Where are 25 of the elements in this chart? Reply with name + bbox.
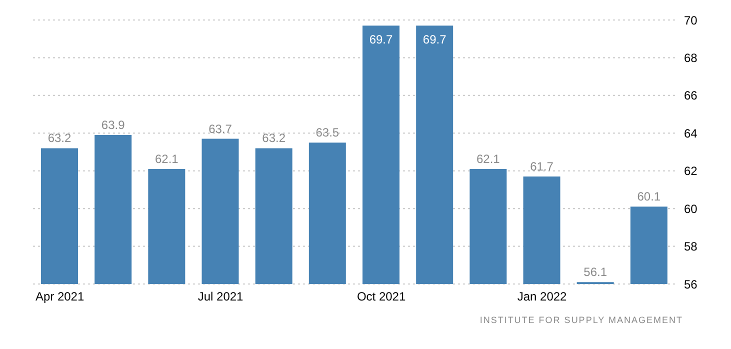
text: INSTITUTE FOR SUPPLY MANAGEMENT [480, 315, 683, 325]
data-label: 63.2 [48, 131, 72, 146]
x-tick-label: Jan 2022 [517, 290, 568, 304]
data-label: 63.9 [101, 118, 126, 132]
data-label: 60.1 [637, 190, 661, 204]
data-label: 56.1 [584, 265, 608, 280]
data-label: 63.2 [262, 131, 286, 146]
y-tick-label: 66 [684, 88, 698, 103]
data-label: 62.1 [154, 152, 179, 166]
y-tick-label: 70 [684, 13, 698, 28]
y-tick-label: 64 [684, 126, 698, 140]
x-tick-label: Oct 2021 [356, 290, 406, 304]
y-tick-label: 56 [684, 277, 698, 292]
y-tick-label: 68 [684, 50, 698, 65]
x-tick-label: Jul 2021 [198, 290, 244, 304]
data-label: 62.1 [476, 152, 500, 166]
data-label: 69.7 [369, 32, 393, 47]
y-tick-label: 58 [684, 240, 698, 254]
y-tick-label: 62 [684, 164, 698, 178]
data-label: 63.5 [316, 126, 340, 140]
y-tick-label: 60 [684, 202, 698, 216]
data-label: 61.7 [530, 160, 554, 174]
x-tick-label: Apr 2021 [35, 290, 84, 304]
data-label: 69.7 [422, 32, 447, 47]
data-label: 63.7 [208, 122, 232, 136]
